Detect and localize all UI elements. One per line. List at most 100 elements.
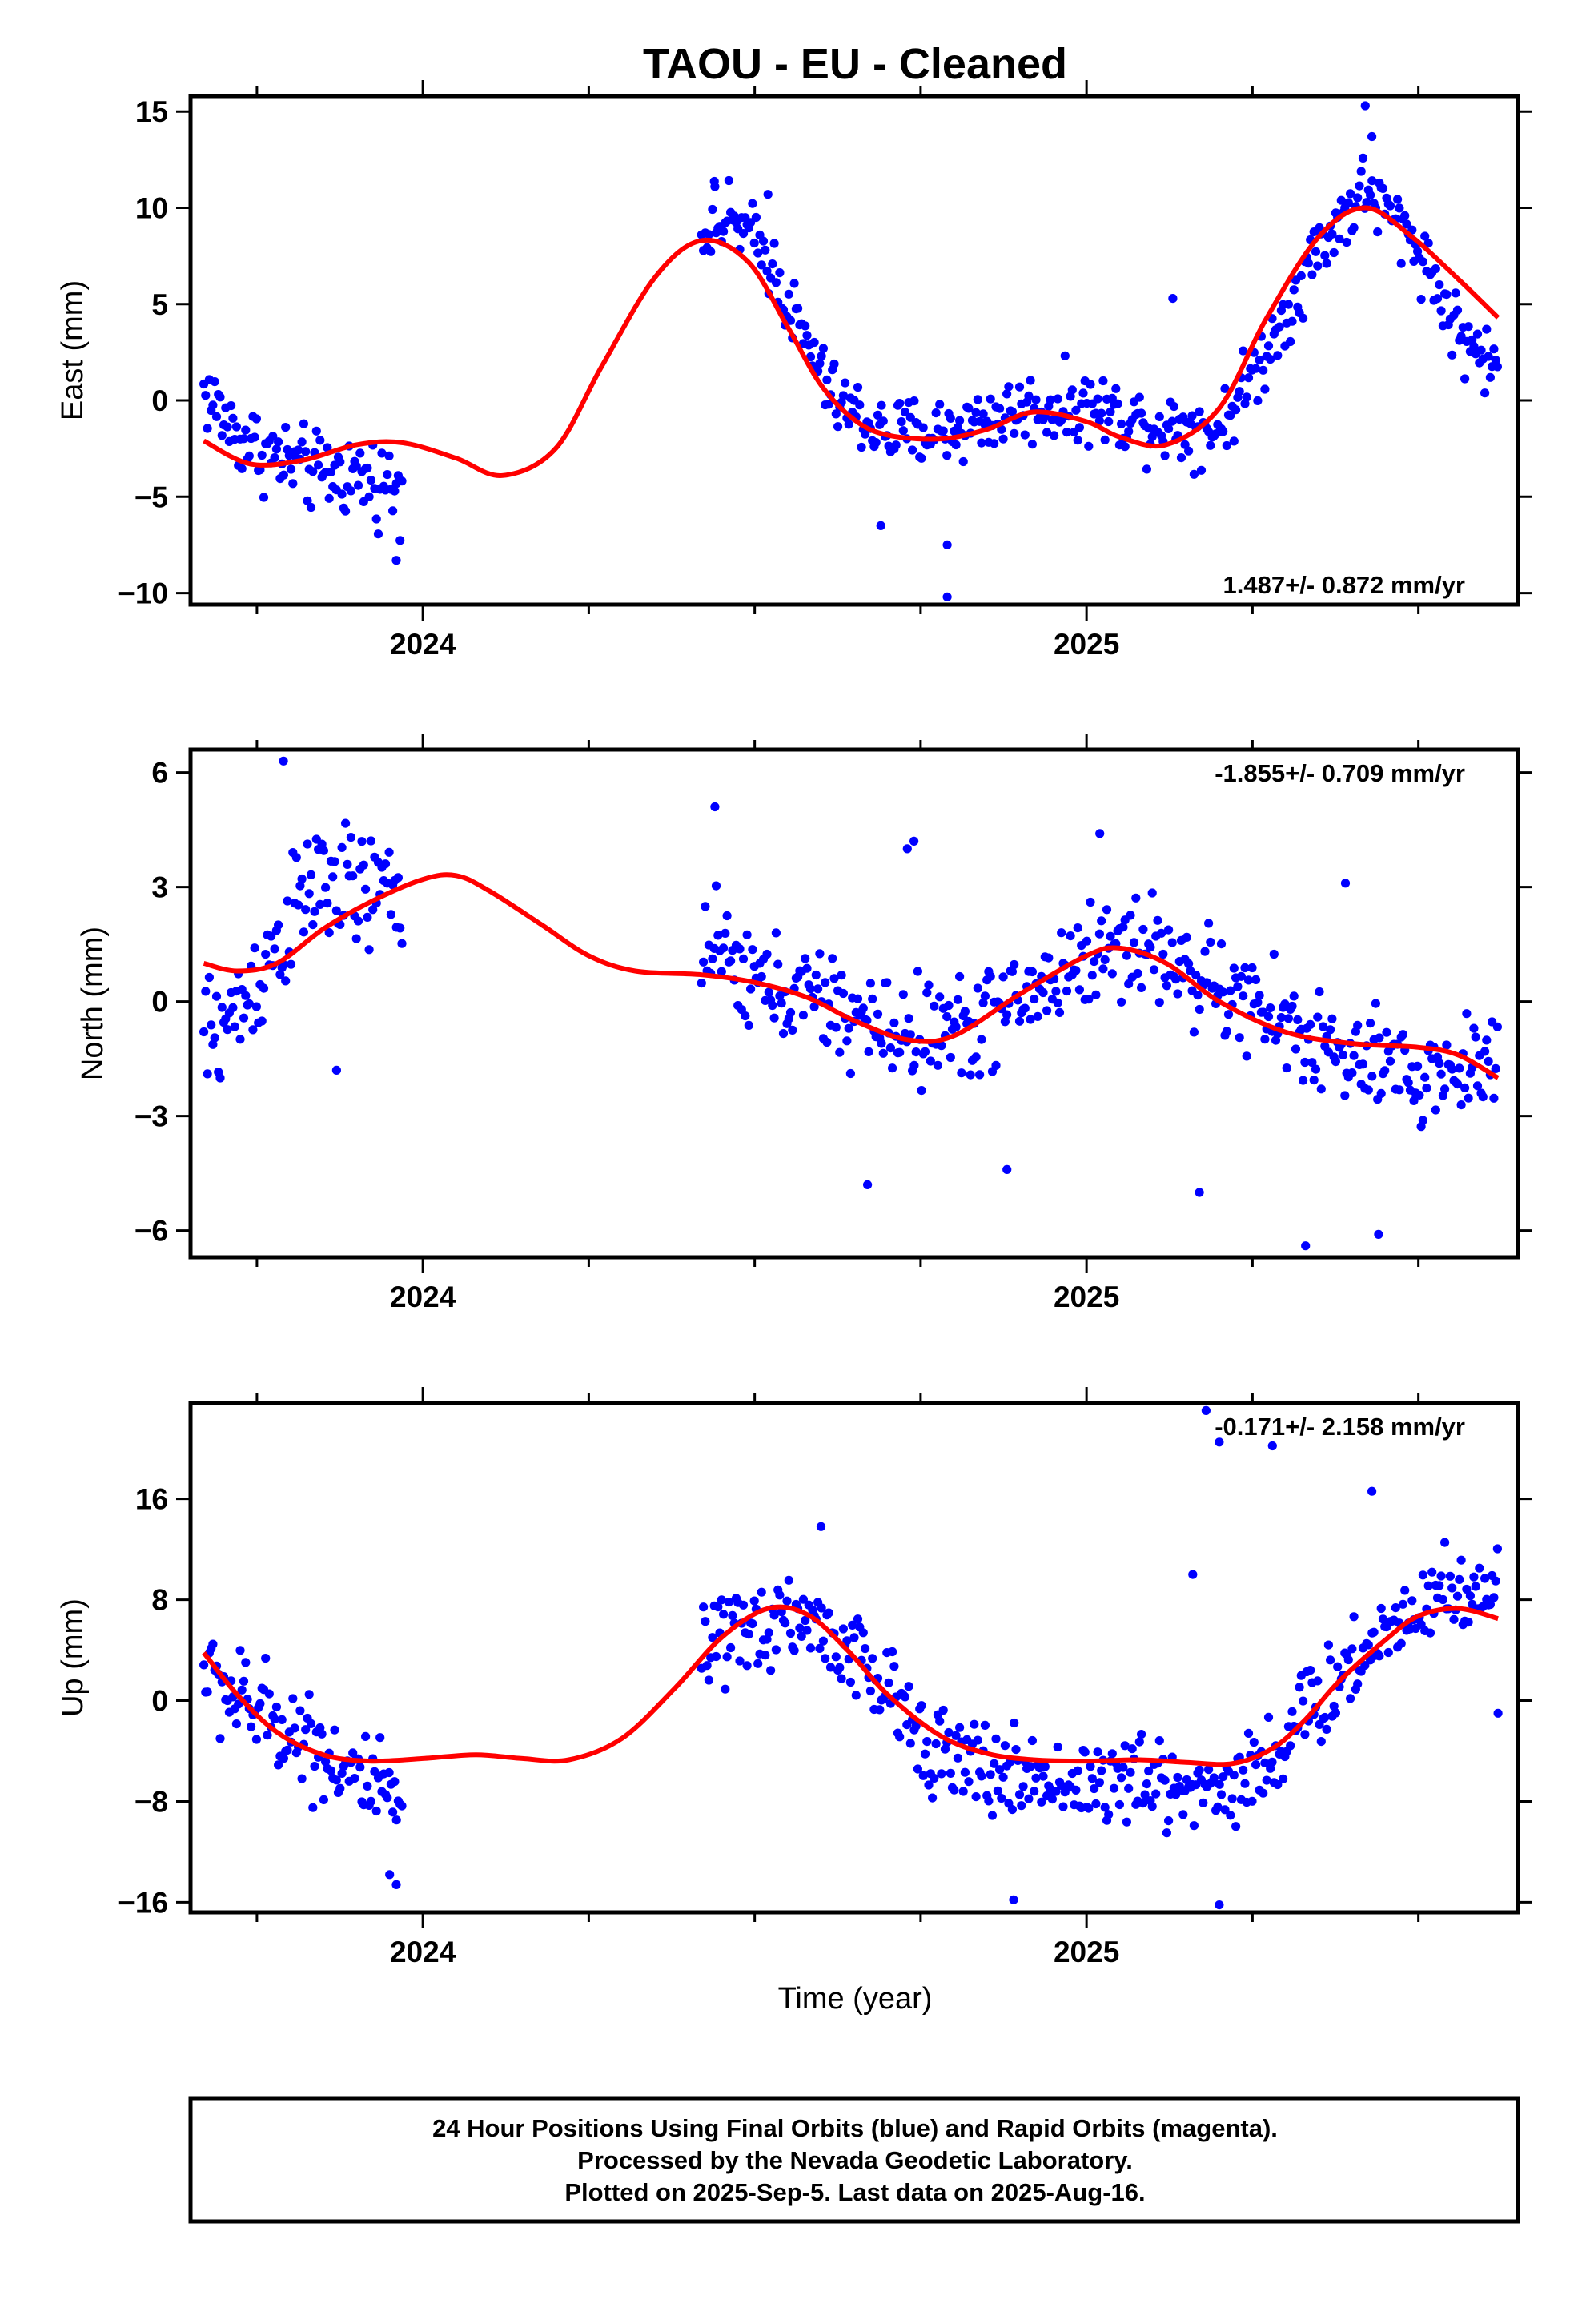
east-point-85 <box>353 480 363 490</box>
east-outlier-point-8 <box>763 190 773 199</box>
east-point-514 <box>1431 264 1440 274</box>
north-point-327 <box>1091 990 1101 999</box>
north-point-437 <box>1291 1044 1301 1054</box>
north-fit-curve <box>203 872 1500 1080</box>
north-point-359 <box>1149 965 1159 975</box>
north-point-175 <box>815 949 825 959</box>
north-point-247 <box>946 1052 955 1063</box>
east-point-108 <box>396 536 405 545</box>
north-point-33 <box>259 983 269 993</box>
north-point-173 <box>811 970 821 980</box>
east-point-465 <box>1342 237 1351 247</box>
up-point-435 <box>1287 1707 1297 1716</box>
up-point-535 <box>1469 1572 1479 1582</box>
east-point-489 <box>1385 201 1395 211</box>
north-point-399 <box>1222 1027 1231 1036</box>
east-point-161 <box>789 279 799 288</box>
up-point-408 <box>1239 1765 1248 1775</box>
north-point-90 <box>363 912 372 922</box>
north-point-216 <box>889 1018 899 1027</box>
north-point-308 <box>1057 928 1066 938</box>
up-point-434 <box>1286 1741 1295 1751</box>
up-point-50 <box>290 1723 299 1733</box>
up-point-143 <box>757 1587 766 1597</box>
north-point-363 <box>1157 928 1166 938</box>
east-point-506 <box>1416 295 1426 304</box>
up-point-18 <box>231 1719 241 1729</box>
up-point-260 <box>970 1719 979 1729</box>
up-point-203 <box>865 1686 875 1696</box>
up-point-158 <box>784 1575 793 1585</box>
up-point-272 <box>991 1734 1001 1743</box>
north-point-442 <box>1300 1057 1310 1068</box>
north-point-202 <box>864 1047 873 1056</box>
north-point-116 <box>708 954 717 963</box>
north-point-88 <box>359 860 368 870</box>
north-point-134 <box>741 1011 750 1021</box>
up-point-326 <box>1090 1784 1099 1794</box>
north-point-441 <box>1299 1076 1308 1085</box>
north-point-499 <box>1403 1078 1413 1088</box>
east-point-176 <box>817 352 826 361</box>
up-point-512 <box>1427 1567 1437 1577</box>
east-outlier-point-6 <box>1367 131 1377 142</box>
up-point-389 <box>1204 1765 1214 1775</box>
north-point-245 <box>942 1012 952 1022</box>
up-data-points <box>199 1405 1503 1910</box>
up-point-254 <box>958 1787 968 1796</box>
up-point-233 <box>920 1749 930 1759</box>
north-point-357 <box>1146 943 1155 952</box>
north-point-263 <box>975 1070 985 1080</box>
up-point-31 <box>255 1699 265 1708</box>
north-point-469 <box>1349 1051 1359 1060</box>
up-point-264 <box>977 1771 986 1781</box>
north-point-87 <box>357 837 367 846</box>
up-point-59 <box>306 1719 316 1728</box>
east-point-257 <box>964 404 974 413</box>
up-point-67 <box>321 1757 331 1767</box>
east-point-227 <box>909 396 919 406</box>
up-point-526 <box>1452 1591 1463 1601</box>
up-point-247 <box>946 1768 955 1778</box>
north-point-152 <box>773 959 783 969</box>
east-point-476 <box>1362 198 1371 207</box>
east-point-116 <box>708 204 717 215</box>
north-point-61 <box>310 907 319 916</box>
up-point-86 <box>355 1763 365 1772</box>
up-point-287 <box>1018 1782 1028 1791</box>
up-outlier-point-4 <box>1009 1895 1018 1904</box>
north-point-37 <box>267 931 276 941</box>
east-point-64 <box>315 436 325 445</box>
north-point-313 <box>1066 931 1075 941</box>
up-point-9 <box>215 1734 225 1743</box>
east-point-444 <box>1303 259 1313 268</box>
up-point-257 <box>964 1777 974 1787</box>
east-point-544 <box>1485 372 1495 382</box>
north-point-178 <box>821 978 830 987</box>
up-point-524 <box>1449 1614 1459 1624</box>
up-point-146 <box>762 1634 772 1644</box>
east-point-60 <box>308 467 318 476</box>
north-point-532 <box>1464 1093 1473 1103</box>
north-point-300 <box>1042 1006 1052 1015</box>
up-point-536 <box>1471 1582 1480 1591</box>
north-point-219 <box>895 1047 905 1057</box>
north-point-276 <box>998 972 1008 982</box>
east-point-294 <box>1031 395 1041 404</box>
up-point-303 <box>1047 1795 1057 1804</box>
up-point-527 <box>1455 1574 1464 1584</box>
north-point-457 <box>1327 1014 1337 1023</box>
up-point-208 <box>875 1705 885 1715</box>
east-point-170 <box>805 352 816 362</box>
up-point-235 <box>924 1780 934 1790</box>
east-point-150 <box>769 239 779 248</box>
east-point-541 <box>1480 388 1490 398</box>
up-outlier-point-7 <box>391 1880 401 1889</box>
north-point-172 <box>809 1002 819 1011</box>
north-point-509 <box>1422 1084 1431 1093</box>
up-point-200 <box>861 1644 870 1654</box>
east-point-217 <box>891 440 901 450</box>
east-point-95 <box>371 514 381 524</box>
east-point-210 <box>878 416 888 426</box>
north-point-136 <box>744 1020 753 1030</box>
